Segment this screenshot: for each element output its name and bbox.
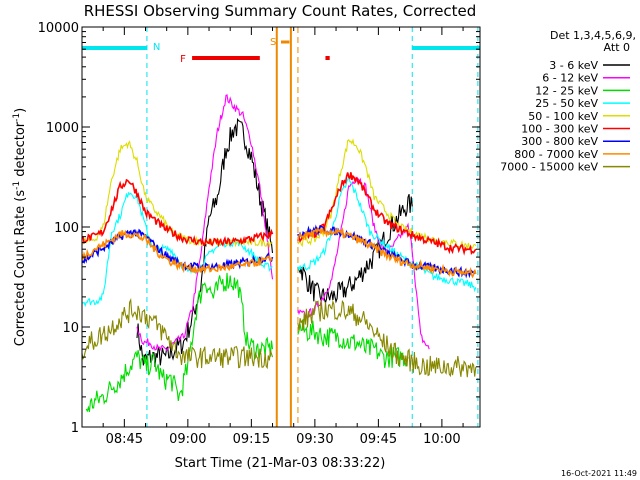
saa-flag-label: S <box>270 37 276 48</box>
x-tick-label: 09:45 <box>360 432 397 447</box>
legend-entry-label: 12 - 25 keV <box>535 84 598 97</box>
series-layer <box>82 94 477 413</box>
series-trace <box>82 172 477 256</box>
series-path <box>82 178 274 248</box>
series-path <box>297 175 477 293</box>
y-axis-label-mid: detector <box>13 121 28 181</box>
y-axis: 1 10 100 1000 10000 <box>38 21 480 436</box>
y-axis-label-main: Corrected Count Rate (s <box>13 190 28 347</box>
x-tick-label: 09:15 <box>233 432 270 447</box>
y-tick-label: 100 <box>54 221 79 236</box>
x-axis-label: Start Time (21-Mar-03 08:33:22) <box>175 456 386 471</box>
series-path <box>82 297 274 370</box>
legend-entry-label: 50 - 100 keV <box>528 110 598 123</box>
series-path <box>85 272 274 413</box>
series-path <box>297 194 413 305</box>
series-trace <box>82 297 477 378</box>
legend-entry-label: 800 - 7000 keV <box>514 148 598 161</box>
series-trace <box>82 175 477 308</box>
flare-flag-label: F <box>180 54 186 65</box>
legend-entry-label: 300 - 800 keV <box>521 135 598 148</box>
x-tick-label: 09:30 <box>296 432 333 447</box>
series-path <box>297 138 477 250</box>
legend-header-1: Det 1,3,4,5,6,9, <box>550 29 636 42</box>
y-tick-label: 10 <box>62 321 79 336</box>
x-tick-label: 09:00 <box>169 432 206 447</box>
series-path <box>297 172 477 256</box>
series-path <box>82 140 273 249</box>
y-axis-label: Corrected Count Rate (s-1 detector-1) <box>12 108 28 346</box>
plot-frame <box>81 26 481 428</box>
x-tick-label: 08:45 <box>106 432 143 447</box>
series-trace <box>82 226 477 279</box>
night-flag-label: N <box>153 42 160 53</box>
legend-entry-label: 7000 - 15000 keV <box>500 161 598 174</box>
legend-entry-label: 25 - 50 keV <box>535 97 598 110</box>
x-axis: 08:45 09:00 09:15 09:30 09:45 10:00 <box>81 27 464 447</box>
timestamp: 16-Oct-2021 11:49 <box>561 469 637 478</box>
legend-entry-label: 6 - 12 keV <box>542 72 598 85</box>
series-path <box>297 319 409 369</box>
interval-flags: N F S <box>82 27 480 427</box>
series-path <box>136 94 274 352</box>
legend-entry-label: 3 - 6 keV <box>549 59 598 72</box>
y-tick-label: 1000 <box>46 121 79 136</box>
y-axis-label-end: ) <box>13 108 28 113</box>
series-path <box>82 229 273 275</box>
series-path <box>297 226 477 279</box>
y-tick-label: 1 <box>71 421 79 436</box>
series-trace <box>82 138 477 250</box>
series-path <box>297 299 477 378</box>
series-trace <box>85 272 409 413</box>
y-axis-label-sup2: -1 <box>12 113 22 122</box>
x-tick-label: 10:00 <box>423 432 460 447</box>
legend-header-2: Att 0 <box>604 41 630 54</box>
chart-title: RHESSI Observing Summary Count Rates, Co… <box>84 2 477 20</box>
y-tick-label: 10000 <box>38 21 79 36</box>
legend-entry-label: 100 - 300 keV <box>521 123 598 136</box>
y-axis-label-sup1: -1 <box>12 181 22 190</box>
